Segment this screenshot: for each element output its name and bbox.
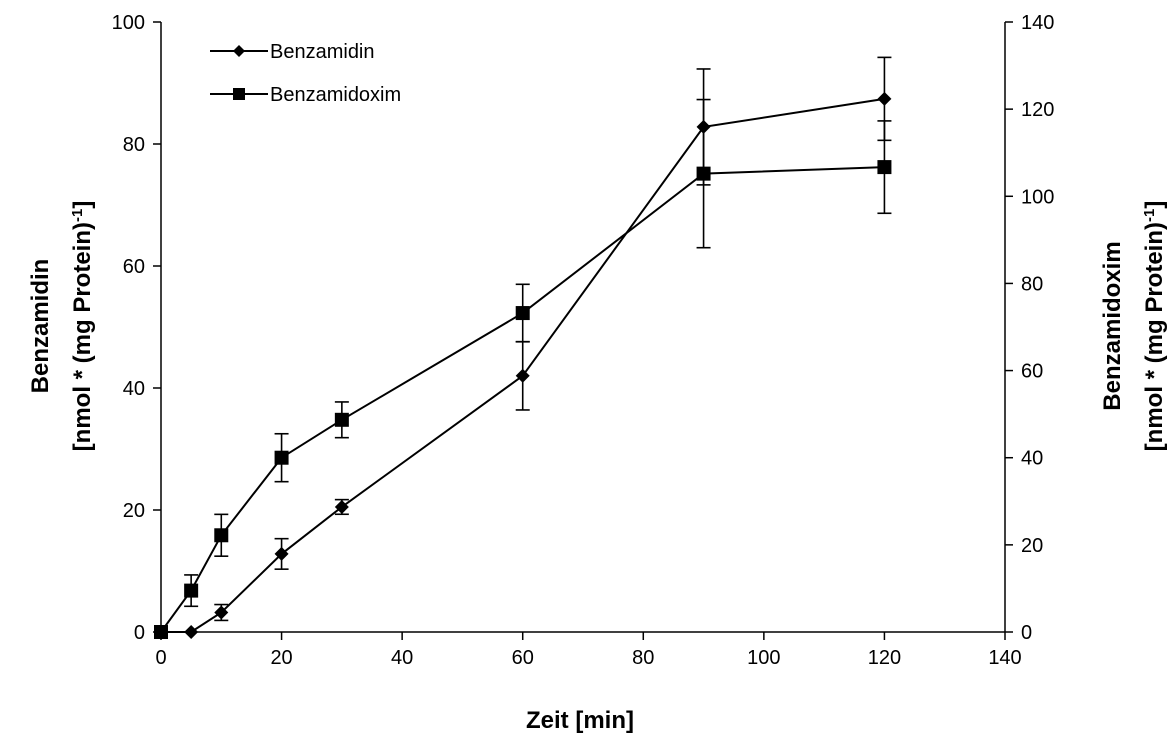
- data-point-benzamidin: [877, 91, 892, 106]
- right-y-tick-label: 20: [1021, 535, 1043, 557]
- left-y-tick-label: 20: [123, 500, 145, 522]
- data-point-benzamidoxim: [274, 450, 289, 465]
- legend: Benzamidin Benzamidoxim: [210, 41, 401, 106]
- data-point-benzamidoxim: [334, 412, 349, 427]
- x-tick-label: 140: [988, 647, 1021, 669]
- data-point-benzamidin: [274, 546, 289, 561]
- left-y-axis-title-line1: Benzamidin: [27, 259, 54, 394]
- series-benzamidoxim: [154, 98, 892, 639]
- data-point-benzamidoxim: [214, 528, 229, 543]
- right-y-tick-label: 40: [1021, 448, 1043, 470]
- right-y-tick-label: 0: [1021, 622, 1032, 644]
- legend-label-benzamidoxim: Benzamidoxim: [270, 84, 401, 106]
- left-y-axis-title-line2-prefix: [nmol * (mg Protein): [69, 222, 96, 451]
- data-point-benzamidoxim: [515, 306, 530, 321]
- series-line-benzamidin: [161, 97, 885, 633]
- left-y-tick-label: 0: [134, 622, 145, 644]
- series-line-benzamidoxim: [160, 166, 885, 633]
- axes: [160, 22, 1006, 633]
- right-y-axis-title: Benzamidoxim [nmol * (mg Protein)-1]: [1099, 201, 1168, 452]
- data-point-benzamidin: [214, 605, 229, 620]
- data-point-benzamidoxim: [696, 166, 711, 181]
- left-y-ticks: 0 20 40 60 80 100: [112, 12, 161, 644]
- right-y-tick-label: 80: [1021, 273, 1043, 295]
- x-ticks: 0 20 40 60 80 100 120 140: [155, 632, 1022, 669]
- x-tick-label: 100: [747, 647, 780, 669]
- right-y-axis-title-sup: -1: [1141, 209, 1158, 222]
- series-layer: [154, 56, 892, 639]
- right-y-axis-title-line2-prefix: [nmol * (mg Protein): [1141, 222, 1168, 451]
- right-y-ticks: 0 20 40 60 80 100 120 140: [1005, 12, 1054, 644]
- left-y-axis-title-sup: -1: [69, 209, 86, 222]
- right-y-axis-title-line1: Benzamidoxim: [1099, 241, 1126, 410]
- x-axis-title: Zeit [min]: [526, 707, 634, 734]
- left-y-tick-label: 40: [123, 378, 145, 400]
- data-point-benzamidoxim: [184, 583, 199, 598]
- x-tick-label: 120: [868, 647, 901, 669]
- x-tick-label: 20: [270, 647, 292, 669]
- left-y-axis-title-line2: [nmol * (mg Protein)-1]: [69, 201, 97, 452]
- x-tick-label: 40: [391, 647, 413, 669]
- right-y-axis-title-line2-suffix: ]: [1141, 201, 1168, 209]
- right-y-tick-label: 100: [1021, 186, 1054, 208]
- legend-marker-benzamidoxim: [233, 88, 245, 100]
- right-y-tick-label: 140: [1021, 12, 1054, 34]
- series-benzamidin: [154, 56, 892, 639]
- data-point-benzamidin: [515, 368, 530, 383]
- right-y-axis-title-line2: [nmol * (mg Protein)-1]: [1141, 201, 1169, 452]
- x-tick-label: 0: [155, 647, 166, 669]
- left-y-axis-title: Benzamidin [nmol * (mg Protein)-1]: [27, 201, 96, 452]
- data-point-benzamidoxim: [877, 160, 892, 175]
- x-tick-label: 80: [632, 647, 654, 669]
- left-y-tick-label: 80: [123, 134, 145, 156]
- left-y-axis-title-line2-suffix: ]: [69, 201, 96, 209]
- right-y-tick-label: 60: [1021, 361, 1043, 383]
- data-point-benzamidin: [334, 499, 349, 514]
- data-point-benzamidoxim: [154, 625, 168, 639]
- left-y-tick-label: 100: [112, 12, 145, 34]
- legend-marker-benzamidin: [233, 45, 245, 57]
- x-tick-label: 60: [512, 647, 534, 669]
- left-y-tick-label: 60: [123, 256, 145, 278]
- data-point-benzamidin: [184, 625, 199, 639]
- right-y-tick-label: 120: [1021, 99, 1054, 121]
- legend-label-benzamidin: Benzamidin: [270, 41, 375, 63]
